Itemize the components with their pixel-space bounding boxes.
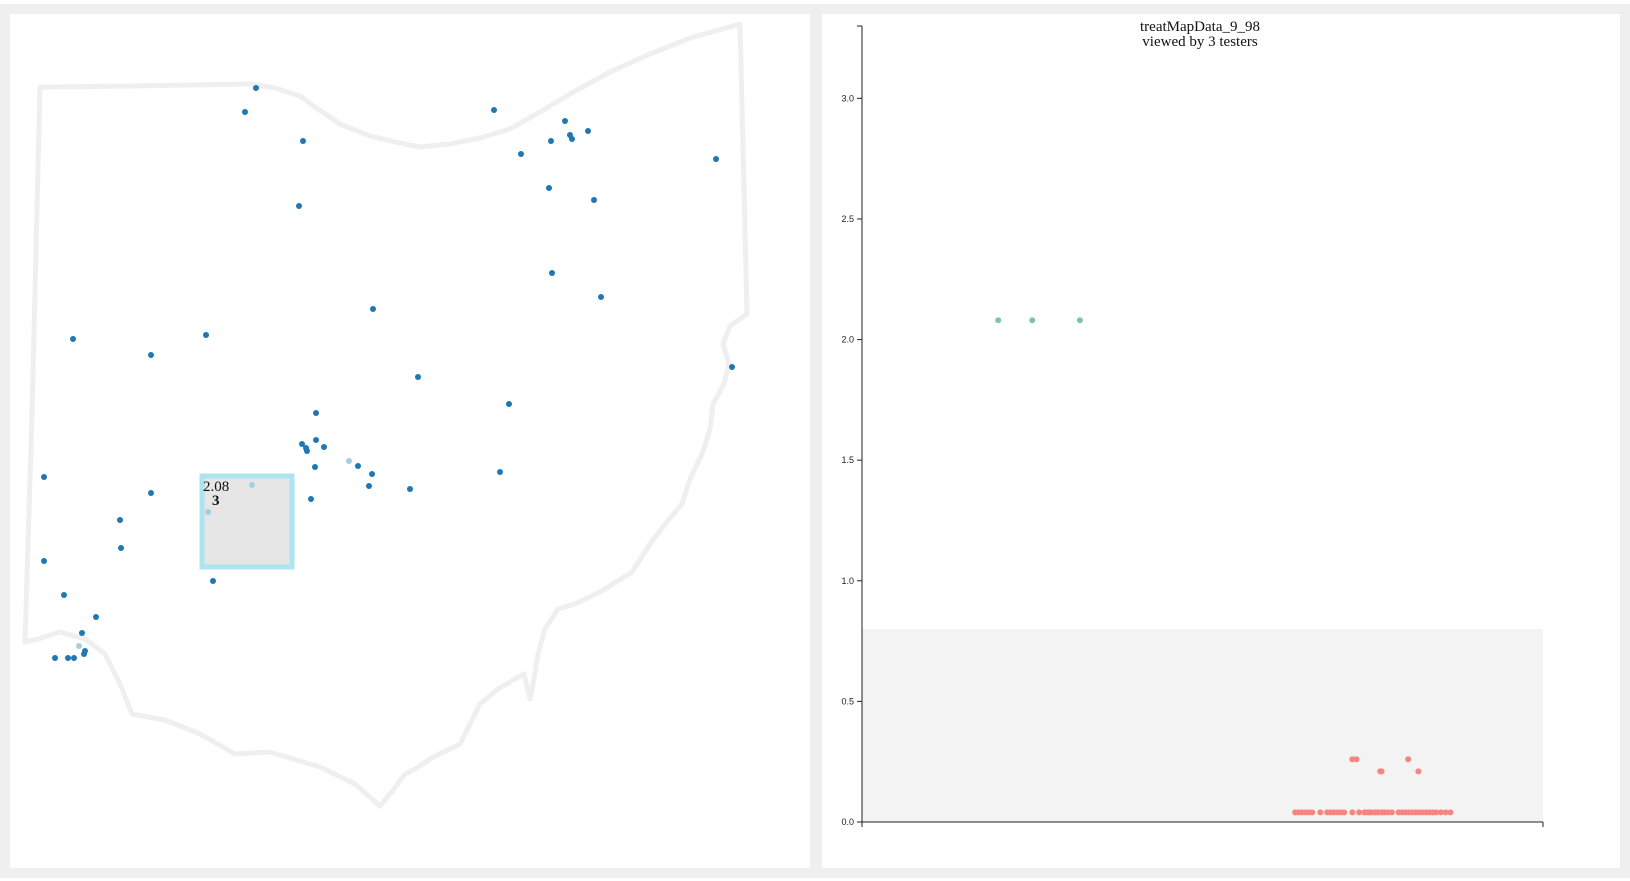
map-point[interactable] bbox=[117, 517, 123, 523]
data-point-high[interactable] bbox=[1076, 317, 1083, 324]
map-point[interactable] bbox=[546, 185, 552, 191]
map-point-selected[interactable] bbox=[76, 643, 82, 649]
map-point[interactable] bbox=[79, 630, 85, 636]
map-point[interactable] bbox=[71, 655, 77, 661]
y-tick-label: 2.5 bbox=[841, 214, 854, 224]
map-point[interactable] bbox=[61, 592, 67, 598]
data-point-low[interactable] bbox=[1356, 809, 1363, 816]
data-point-low[interactable] bbox=[1437, 809, 1444, 816]
data-point-low[interactable] bbox=[1366, 809, 1373, 816]
map-point[interactable] bbox=[118, 545, 124, 551]
map-point[interactable] bbox=[41, 474, 47, 480]
y-tick-label: 0.0 bbox=[841, 817, 854, 827]
data-point-high[interactable] bbox=[995, 317, 1002, 324]
data-point-low[interactable] bbox=[1415, 768, 1422, 775]
map-point[interactable] bbox=[407, 486, 413, 492]
data-point-low[interactable] bbox=[1405, 756, 1412, 763]
data-point-low[interactable] bbox=[1442, 809, 1449, 816]
map-point[interactable] bbox=[148, 352, 154, 358]
map-point[interactable] bbox=[598, 294, 604, 300]
y-tick-label: 2.0 bbox=[841, 335, 854, 345]
map-point[interactable] bbox=[369, 471, 375, 477]
plot-panel: treatMapData_9_98 viewed by 3 testers 0.… bbox=[812, 4, 1630, 878]
map-point[interactable] bbox=[713, 156, 719, 162]
selection-value-label: 2.08 bbox=[203, 479, 229, 495]
map-point[interactable] bbox=[253, 85, 259, 91]
data-point-low[interactable] bbox=[1317, 809, 1324, 816]
data-point-low[interactable] bbox=[1373, 809, 1380, 816]
data-point-high[interactable] bbox=[1029, 317, 1036, 324]
data-point-low[interactable] bbox=[1353, 756, 1360, 763]
map-point[interactable] bbox=[52, 655, 58, 661]
map-point[interactable] bbox=[370, 306, 376, 312]
map-point[interactable] bbox=[355, 463, 361, 469]
map-point[interactable] bbox=[585, 128, 591, 134]
map-point[interactable] bbox=[93, 614, 99, 620]
selection-count-label: 3 bbox=[212, 493, 220, 509]
y-tick-label: 1.0 bbox=[841, 576, 854, 586]
map-point[interactable] bbox=[562, 118, 568, 124]
map-point[interactable] bbox=[300, 138, 306, 144]
state-outline bbox=[22, 21, 750, 809]
data-point-low[interactable] bbox=[1349, 809, 1356, 816]
map-point[interactable] bbox=[321, 444, 327, 450]
map-point[interactable] bbox=[299, 441, 305, 447]
map-point[interactable] bbox=[81, 651, 87, 657]
data-point-low[interactable] bbox=[1378, 768, 1385, 775]
map-point[interactable] bbox=[296, 203, 302, 209]
selection-box[interactable] bbox=[199, 473, 295, 570]
chart-layer: 0.0 0.5 1.0 1.5 2.0 2.5 3.0 bbox=[841, 25, 1544, 827]
data-point-low[interactable] bbox=[1388, 809, 1395, 816]
map-svg[interactable]: 2.08 3 bbox=[10, 14, 810, 868]
map-point[interactable] bbox=[304, 448, 310, 454]
y-tick-label: 1.5 bbox=[841, 455, 854, 465]
map-point[interactable] bbox=[313, 410, 319, 416]
data-point-low[interactable] bbox=[1379, 809, 1386, 816]
map-point[interactable] bbox=[591, 197, 597, 203]
map-point[interactable] bbox=[506, 401, 512, 407]
map-point[interactable] bbox=[569, 136, 575, 142]
y-tick-label: 3.0 bbox=[841, 93, 854, 103]
map-point[interactable] bbox=[308, 496, 314, 502]
chart-subtitle: viewed by 3 testers bbox=[1142, 34, 1258, 50]
map-point-selected[interactable] bbox=[249, 482, 255, 488]
map-point[interactable] bbox=[312, 464, 318, 470]
map-point[interactable] bbox=[313, 437, 319, 443]
map-point[interactable] bbox=[491, 107, 497, 113]
map-points bbox=[41, 85, 735, 661]
map-point[interactable] bbox=[415, 374, 421, 380]
chart-title: treatMapData_9_98 bbox=[1140, 19, 1260, 35]
data-point-low[interactable] bbox=[1433, 809, 1440, 816]
threshold-band bbox=[862, 629, 1543, 822]
map-point[interactable] bbox=[41, 558, 47, 564]
map-point[interactable] bbox=[729, 364, 735, 370]
map-point[interactable] bbox=[518, 151, 524, 157]
map-point[interactable] bbox=[148, 490, 154, 496]
y-tick-label: 0.5 bbox=[841, 696, 854, 706]
map-point-selected[interactable] bbox=[205, 509, 211, 515]
map-point[interactable] bbox=[203, 332, 209, 338]
data-point-low[interactable] bbox=[1447, 809, 1454, 816]
map-point[interactable] bbox=[549, 270, 555, 276]
map-point[interactable] bbox=[65, 655, 71, 661]
map-point[interactable] bbox=[497, 469, 503, 475]
map-panel: 2.08 3 bbox=[0, 4, 820, 878]
map-point[interactable] bbox=[210, 578, 216, 584]
map-point[interactable] bbox=[242, 109, 248, 115]
map-point[interactable] bbox=[548, 138, 554, 144]
data-point-low[interactable] bbox=[1341, 809, 1348, 816]
data-point-low[interactable] bbox=[1309, 809, 1316, 816]
map-point[interactable] bbox=[366, 483, 372, 489]
scatter-chart[interactable]: treatMapData_9_98 viewed by 3 testers 0.… bbox=[822, 14, 1620, 868]
map-point[interactable] bbox=[70, 336, 76, 342]
map-point-selected[interactable] bbox=[346, 458, 352, 464]
